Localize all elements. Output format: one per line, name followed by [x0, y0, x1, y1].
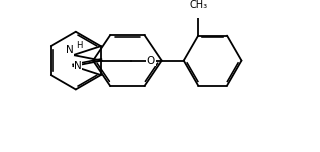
- Text: CH₃: CH₃: [189, 0, 207, 10]
- Text: O: O: [147, 56, 155, 66]
- Text: H: H: [76, 41, 83, 50]
- Text: N: N: [66, 45, 73, 55]
- Text: N: N: [74, 61, 82, 71]
